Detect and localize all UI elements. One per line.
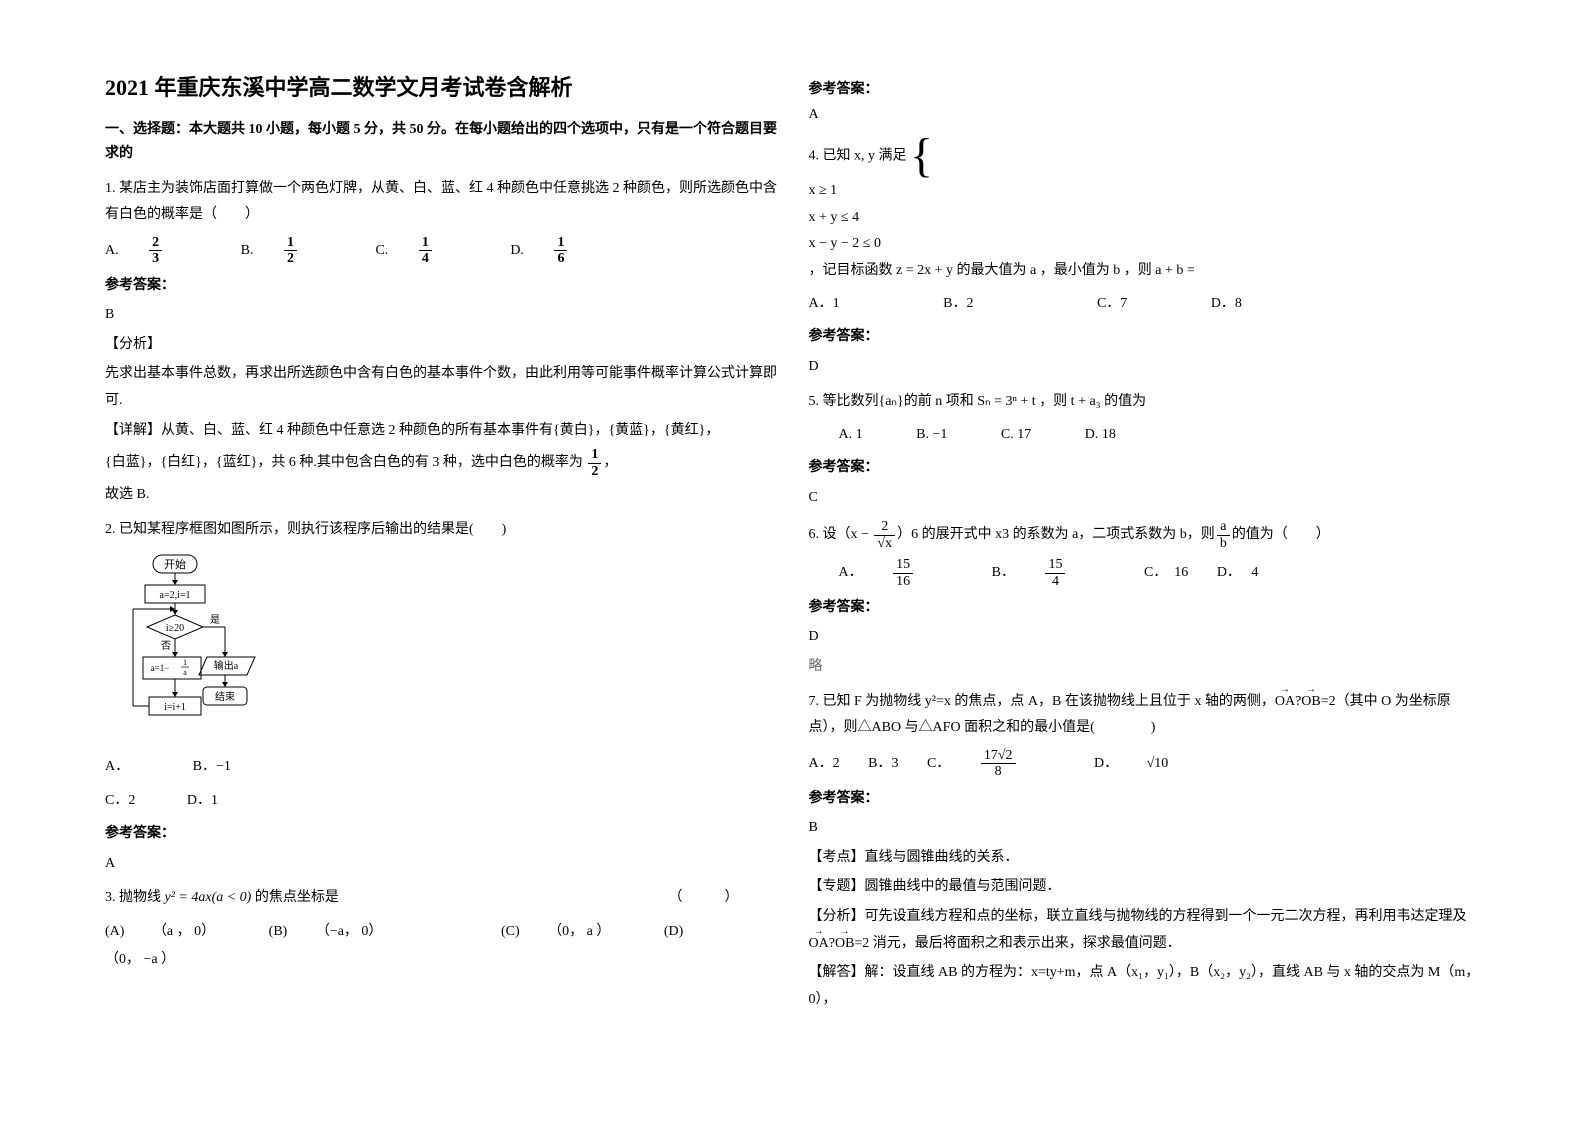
q1-text: 1. 某店主为装饰店面打算做一个两色灯牌，从黄、白、蓝、红 4 种颜色中任意挑选… bbox=[105, 176, 779, 229]
q7-fenxi: 【分析】可先设直线方程和点的坐标，联立直线与抛物线的方程得到一个一元二次方程，再… bbox=[809, 904, 1483, 957]
left-column: 2021 年重庆东溪中学高二数学文月考试卷含解析 一、选择题：本大题共 10 小… bbox=[90, 70, 794, 1052]
question-1: 1. 某店主为装饰店面打算做一个两色灯牌，从黄、白、蓝、红 4 种颜色中任意挑选… bbox=[105, 176, 779, 509]
page-title: 2021 年重庆东溪中学高二数学文月考试卷含解析 bbox=[105, 70, 779, 102]
q7-text: 7. 已知 F 为抛物线 y²=x 的焦点，点 A，B 在该抛物线上且位于 x … bbox=[809, 689, 1483, 742]
q2-answer-label: 参考答案： bbox=[105, 821, 779, 848]
q7-options: A．2 B．3 C． 17√28 D． √10 bbox=[809, 748, 1483, 780]
q4-opt-d: D．8 bbox=[1211, 296, 1242, 311]
q4-text: 4. 已知 x, y 满足 { bbox=[809, 137, 1483, 175]
q3-options: (A) （a ， 0） (B) （−a， 0） (C) （0， a ） (D) … bbox=[105, 918, 779, 974]
q5-opt-c: C. 17 bbox=[1001, 427, 1031, 442]
q3-answer-label: 参考答案： bbox=[809, 78, 1483, 98]
right-column: 参考答案： A 4. 已知 x, y 满足 { x ≥ 1 x + y ≤ 4 … bbox=[794, 70, 1498, 1052]
section-header-1: 一、选择题：本大题共 10 小题，每小题 5 分，共 50 分。在每小题给出的四… bbox=[105, 118, 779, 166]
question-6: 6. 设（x − 2√x）6 的展开式中 x3 的系数为 a，二项式系数为 b，… bbox=[809, 519, 1483, 680]
q6-opt-d: D． 4 bbox=[1217, 565, 1259, 580]
q7-jieda: 【解答】解：设直线 AB 的方程为：x=ty+m，点 A（x₁，y₁），B（x₂… bbox=[809, 960, 1483, 1013]
q4-opt-b: B．2 bbox=[943, 296, 973, 311]
q5-opt-b: B. −1 bbox=[916, 427, 947, 442]
q4-opt-a: A．1 bbox=[809, 296, 840, 311]
q7-kaodian: 【考点】直线与圆锥曲线的关系． bbox=[809, 845, 1483, 872]
q2-options2: C．2 D．1 bbox=[105, 787, 779, 815]
q6-answer-label: 参考答案： bbox=[809, 595, 1483, 622]
q1-analysis: 先求出基本事件总数，再求出所选颜色中含有白色的基本事件个数，由此利用等可能事件概… bbox=[105, 361, 779, 414]
svg-text:结束: 结束 bbox=[215, 690, 235, 703]
q3-opt-c: (C) （0， a ） bbox=[501, 924, 635, 939]
svg-text:i=i+1: i=i+1 bbox=[164, 702, 186, 713]
q5-answer-label: 参考答案： bbox=[809, 455, 1483, 482]
question-4: 4. 已知 x, y 满足 { x ≥ 1 x + y ≤ 4 x − y − … bbox=[809, 137, 1483, 381]
q1-options: A. 23 B. 12 C. 14 D. 16 bbox=[105, 235, 779, 267]
q1-conclude: 故选 B. bbox=[105, 482, 779, 509]
q1-answer: B bbox=[105, 302, 779, 329]
q6-text: 6. 设（x − 2√x）6 的展开式中 x3 的系数为 a，二项式系数为 b，… bbox=[809, 519, 1483, 551]
q3-opt-a: (A) （a ， 0） bbox=[105, 924, 240, 939]
q1-opt-c: C. 14 bbox=[375, 243, 485, 258]
q2-text: 2. 已知某程序框图如图所示，则执行该程序后输出的结果是( ) bbox=[105, 517, 779, 544]
q7-opt-b: B．3 bbox=[868, 756, 898, 771]
q4-opt-c: C．7 bbox=[1097, 296, 1127, 311]
question-5: 5. 等比数列{aₙ}的前 n 项和 Sₙ = 3ⁿ + t ，则 t + a₃… bbox=[809, 389, 1483, 512]
q1-opt-d: D. 16 bbox=[510, 243, 617, 258]
flow-start-text: 开始 bbox=[164, 557, 186, 571]
q6-opt-a: A． 1516 bbox=[839, 565, 967, 580]
q6-opt-b: B． 154 bbox=[992, 565, 1119, 580]
q6-options: A． 1516 B． 154 C． 16 D． 4 bbox=[839, 557, 1483, 589]
q2-opt-d: D．1 bbox=[187, 793, 218, 808]
question-3: 3. 抛物线 y² = 4ax(a < 0) 的焦点坐标是 （ ） (A) （a… bbox=[105, 885, 779, 974]
q1-detail: 【详解】从黄、白、蓝、红 4 种颜色中任意选 2 种颜色的所有基本事件有{黄白}… bbox=[105, 418, 779, 445]
q7-answer: B bbox=[809, 815, 1483, 842]
q6-note: 略 bbox=[809, 654, 1483, 681]
q2-opt-c: C．2 bbox=[105, 793, 135, 808]
q1-opt-b: B. 12 bbox=[241, 243, 351, 258]
q5-options: A. 1 B. −1 C. 17 D. 18 bbox=[839, 421, 1483, 449]
q1-opt-a: A. 23 bbox=[105, 243, 216, 258]
q7-opt-d: D． √10 bbox=[1094, 756, 1193, 771]
svg-text:输出a: 输出a bbox=[214, 659, 239, 672]
q2-opt-a: A． bbox=[105, 759, 129, 774]
q7-opt-a: A．2 bbox=[809, 756, 840, 771]
q1-answer-label: 参考答案： bbox=[105, 273, 779, 300]
q2-answer: A bbox=[105, 851, 779, 878]
q1-analysis-label: 【分析】 bbox=[105, 332, 779, 359]
q5-answer: C bbox=[809, 485, 1483, 512]
q2-flowchart: 开始 a=2,i=1 i≥20 是 否 输出a bbox=[125, 553, 779, 743]
q6-answer: D bbox=[809, 624, 1483, 651]
q2-opt-b: B．−1 bbox=[193, 759, 231, 774]
q3-answer: A bbox=[809, 102, 1483, 129]
q3-opt-b: (B) （−a， 0） bbox=[269, 924, 408, 939]
svg-text:1: 1 bbox=[183, 658, 187, 667]
svg-text:是: 是 bbox=[210, 614, 220, 626]
q6-opt-c: C． 16 bbox=[1144, 565, 1188, 580]
svg-text:a=2,i=1: a=2,i=1 bbox=[160, 590, 191, 601]
svg-text:a: a bbox=[183, 668, 187, 677]
q7-opt-c: C． 17√28 bbox=[927, 756, 1069, 771]
q5-opt-a: A. 1 bbox=[839, 427, 863, 442]
q4-answer: D bbox=[809, 354, 1483, 381]
q5-text: 5. 等比数列{aₙ}的前 n 项和 Sₙ = 3ⁿ + t ，则 t + a₃… bbox=[809, 389, 1483, 416]
q4-options: A．1 B．2 C．7 D．8 bbox=[809, 290, 1483, 318]
svg-text:i≥20: i≥20 bbox=[166, 623, 184, 634]
q4-answer-label: 参考答案： bbox=[809, 324, 1483, 351]
question-2: 2. 已知某程序框图如图所示，则执行该程序后输出的结果是( ) 开始 a=2,i… bbox=[105, 517, 779, 878]
q7-zhuanti: 【专题】圆锥曲线中的最值与范围问题． bbox=[809, 874, 1483, 901]
svg-text:否: 否 bbox=[161, 640, 171, 652]
q2-options: A． B．−1 bbox=[105, 753, 779, 781]
q5-opt-d: D. 18 bbox=[1085, 427, 1116, 442]
q7-answer-label: 参考答案： bbox=[809, 786, 1483, 813]
question-7: 7. 已知 F 为抛物线 y²=x 的焦点，点 A，B 在该抛物线上且位于 x … bbox=[809, 689, 1483, 1014]
q1-detail2: {白蓝}，{白红}，{蓝红}，共 6 种.其中包含白色的有 3 种，选中白色的概… bbox=[105, 447, 779, 479]
svg-text:a=1−: a=1− bbox=[151, 663, 170, 673]
q3-text: 3. 抛物线 y² = 4ax(a < 0) 的焦点坐标是 （ ） bbox=[105, 885, 779, 912]
